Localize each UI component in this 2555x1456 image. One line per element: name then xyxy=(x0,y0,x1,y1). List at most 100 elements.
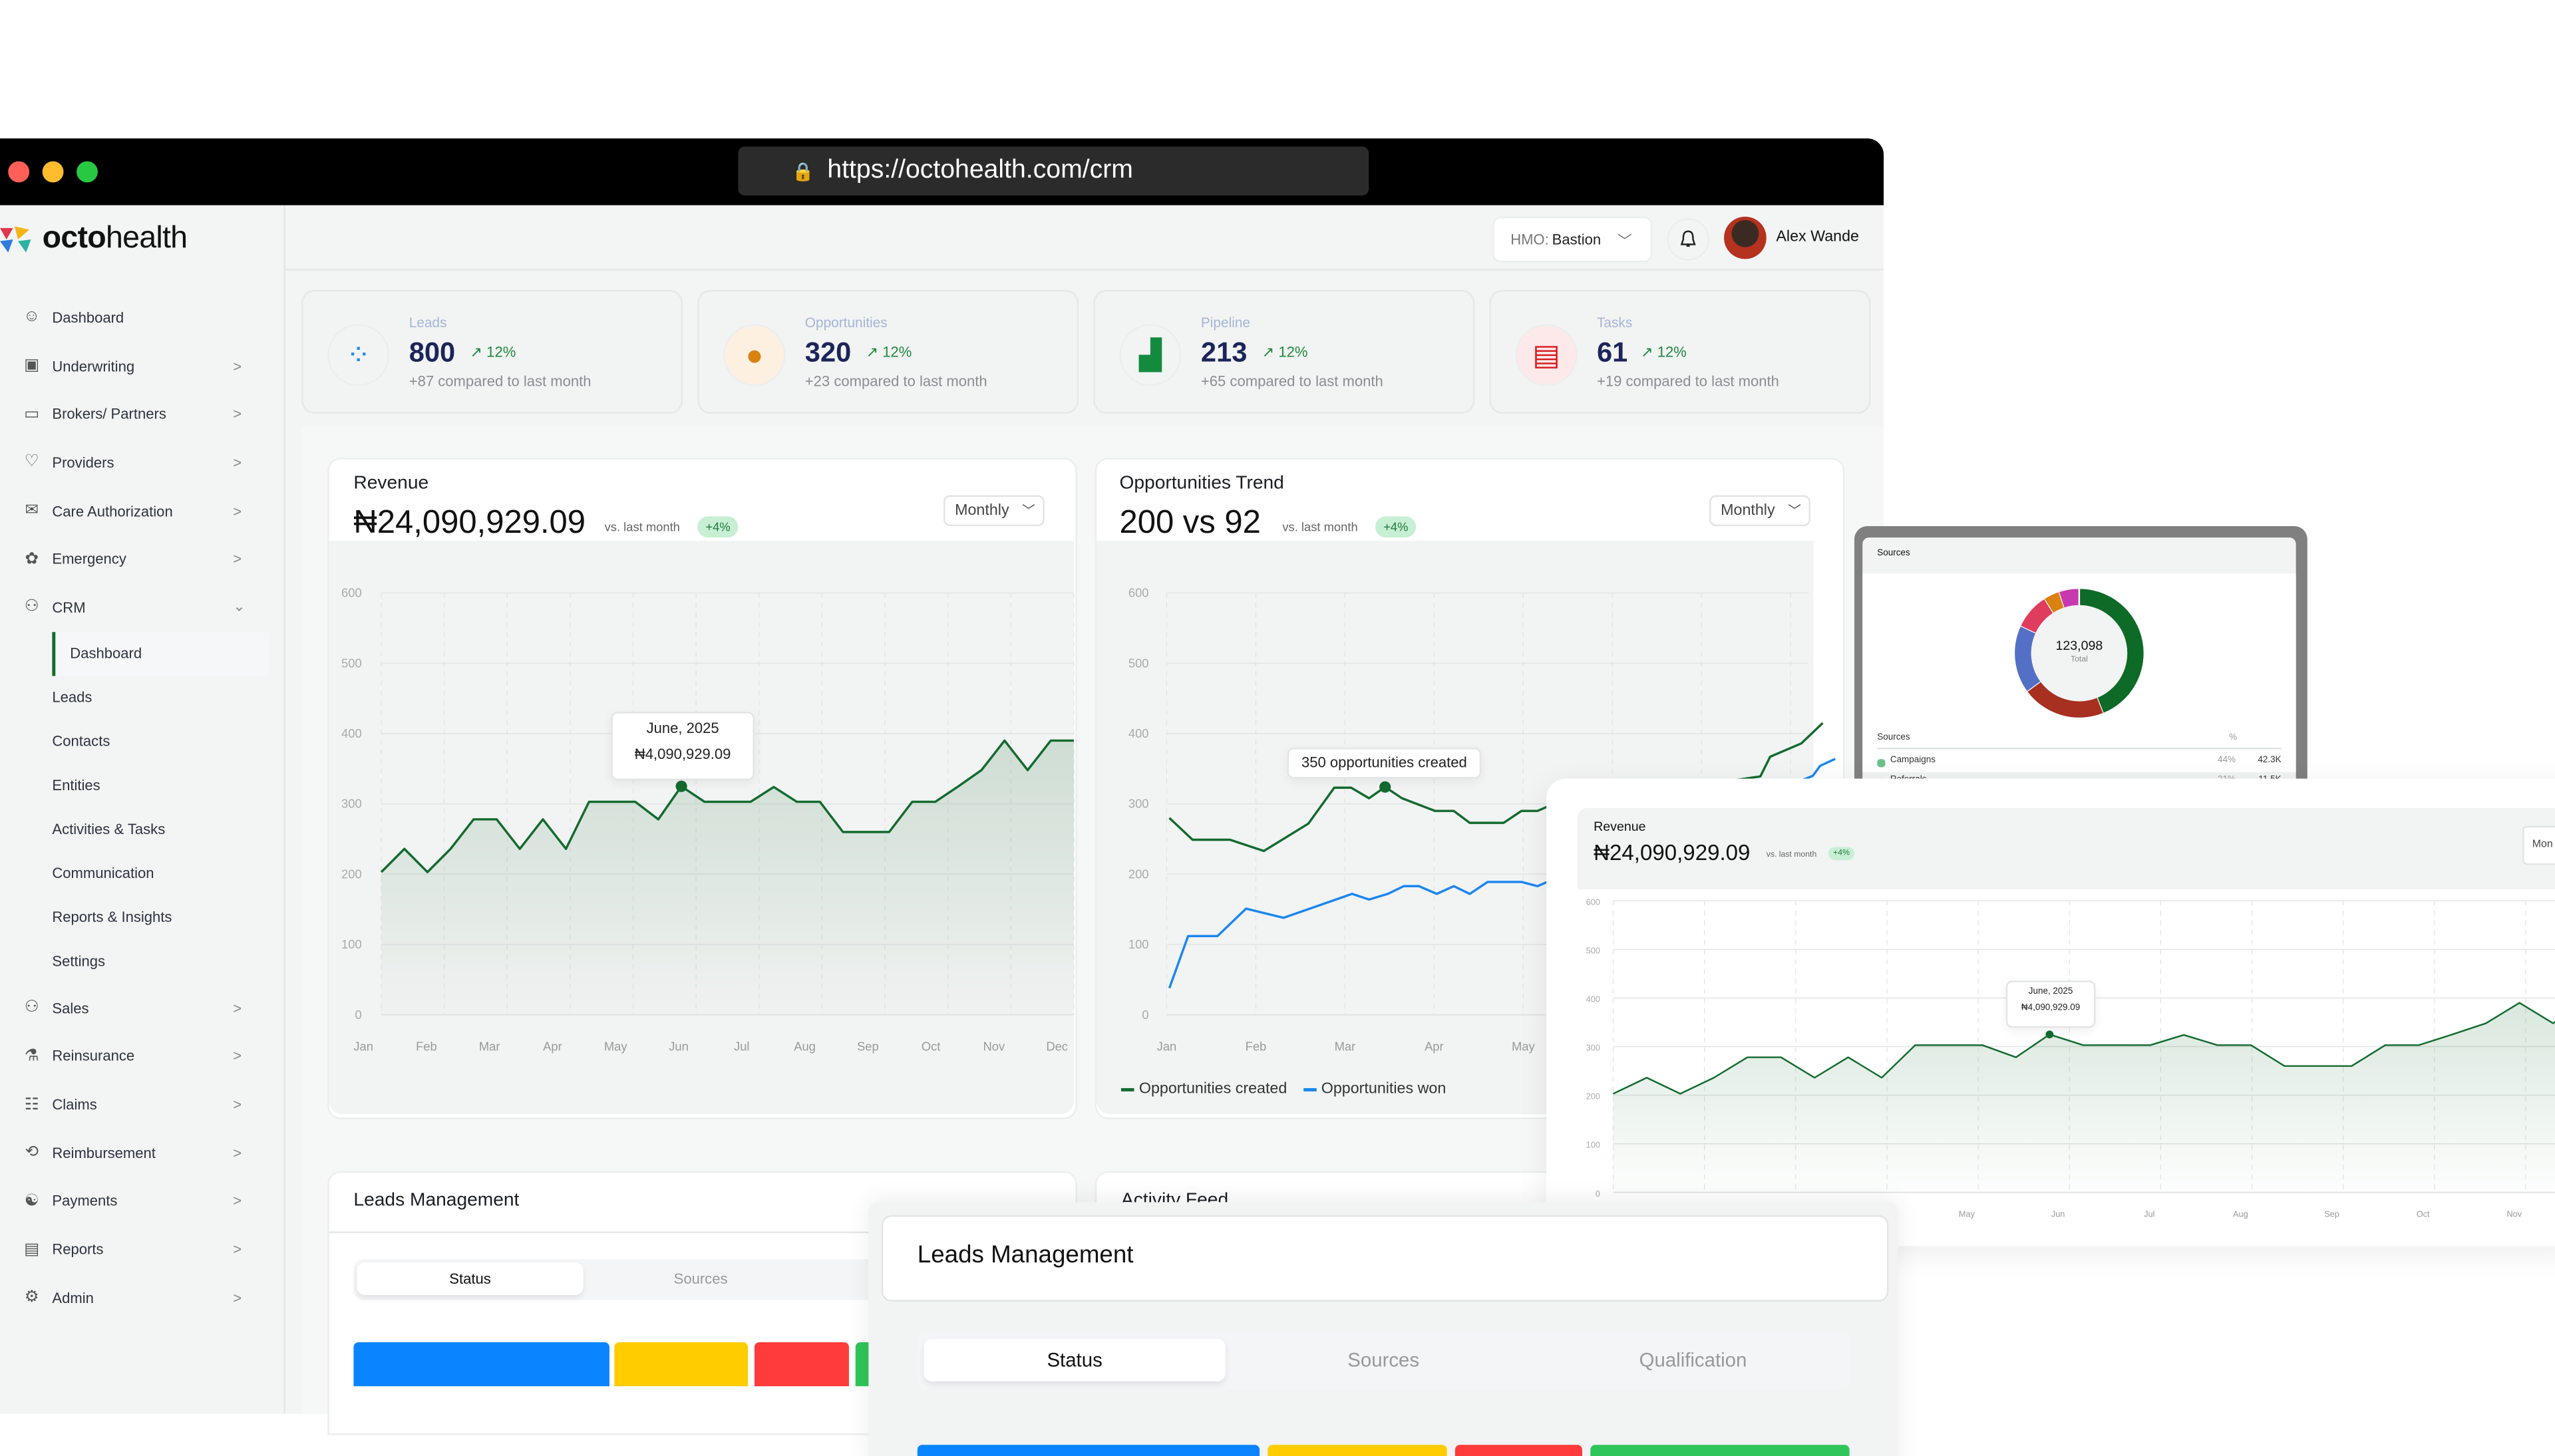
crm-subitem-activities-tasks[interactable]: Activities & Tasks xyxy=(0,807,283,851)
stat-label: Opportunities xyxy=(804,314,888,331)
trend-up-icon: ↗ xyxy=(1641,343,1653,361)
donut-hole xyxy=(2031,605,2128,702)
tab-sources[interactable]: Sources xyxy=(1347,1348,1420,1372)
crm-subitem-entities[interactable]: Entities xyxy=(0,764,283,807)
brand-logo[interactable]: octohealth xyxy=(43,221,188,257)
tab-status[interactable]: Status xyxy=(357,1262,584,1295)
legend-swatch-won xyxy=(1303,1087,1317,1091)
divider xyxy=(1877,748,2282,750)
sidebar-item-emergency[interactable]: ✿ Emergency > xyxy=(0,535,283,583)
revenue-value: ₦24,090,929.09 xyxy=(353,505,586,541)
tab-sources[interactable]: Sources xyxy=(673,1270,728,1287)
crm-subitem-communication[interactable]: Communication xyxy=(0,851,283,895)
revenue-period-dropdown[interactable]: Monthly ﹀ xyxy=(943,495,1045,527)
status-bar-segment[interactable] xyxy=(917,1445,1260,1456)
sidebar-item-crm[interactable]: ⚇ CRM ⌄ xyxy=(0,583,283,632)
minimize-window-button[interactable] xyxy=(42,161,64,183)
sidebar-item-label: Reports xyxy=(52,1241,104,1258)
status-bar-segment[interactable] xyxy=(754,1342,849,1387)
crm-subitem-dashboard[interactable]: Dashboard xyxy=(52,631,269,676)
source-pct: 44% xyxy=(2218,756,2236,766)
sources-total-value: 123,098 xyxy=(2055,639,2103,654)
sidebar-item-care-authorization[interactable]: ✉ Care Authorization > xyxy=(0,487,283,535)
stat-trend: ↗ 12% xyxy=(470,344,516,362)
tab-status[interactable]: Status xyxy=(924,1339,1226,1382)
status-bar-segment[interactable] xyxy=(1268,1445,1447,1456)
chevron-down-icon: ﹀ xyxy=(1022,503,1035,518)
payments-icon: ☯ xyxy=(24,1192,39,1211)
sidebar-item-payments[interactable]: ☯ Payments > xyxy=(0,1177,283,1226)
donut-slice-referrals xyxy=(2027,681,2103,718)
revenue-preview-tooltip-date: June, 2025 xyxy=(2028,987,2073,997)
sidebar-item-reinsurance[interactable]: ⚗ Reinsurance > xyxy=(0,1032,283,1080)
hmo-selector[interactable]: HMO: Bastion ﹀ xyxy=(1492,216,1653,263)
crm-subitem-leads[interactable]: Leads xyxy=(0,676,283,720)
sales-icon: ⚇ xyxy=(24,998,39,1017)
sidebar-item-label: Brokers/ Partners xyxy=(52,406,166,422)
status-bar-segment[interactable] xyxy=(614,1342,749,1387)
opportunities-vs-label: vs. last month xyxy=(1282,519,1358,535)
sidebar-item-label: Admin xyxy=(52,1290,94,1306)
sidebar-item-label: Reimbursement xyxy=(52,1144,156,1161)
revenue-preview-title: Revenue xyxy=(1594,819,1646,834)
sidebar-item-dashboard[interactable]: ☺ Dashboard xyxy=(0,293,283,342)
sidebar-item-reports[interactable]: ▤ Reports > xyxy=(0,1225,283,1274)
user-name[interactable]: Alex Wande xyxy=(1776,227,1860,246)
sidebar-item-admin[interactable]: ⚙ Admin > xyxy=(0,1274,283,1322)
user-avatar[interactable] xyxy=(1724,216,1767,259)
close-window-button[interactable] xyxy=(8,161,30,183)
stat-comparison: +87 compared to last month xyxy=(409,372,592,390)
sidebar-item-brokers-partners[interactable]: ▭ Brokers/ Partners > xyxy=(0,390,283,438)
sidebar-item-underwriting[interactable]: ▣ Underwriting > xyxy=(0,342,283,390)
leads-preview-header xyxy=(881,1215,1889,1302)
source-swatch xyxy=(1877,759,1886,768)
stat-trend: ↗ 12% xyxy=(1262,344,1308,362)
header-divider xyxy=(285,269,1884,271)
crm-subitem-settings[interactable]: Settings xyxy=(0,940,283,984)
sidebar-item-claims[interactable]: ☷ Claims > xyxy=(0,1080,283,1129)
chevron-icon: > xyxy=(233,1290,242,1306)
stat-trend: ↗ 12% xyxy=(866,344,912,362)
stat-value: 320 xyxy=(804,337,852,368)
hmo-prefix: HMO: xyxy=(1510,231,1549,248)
sources-title: Sources xyxy=(1877,549,1910,559)
chevron-icon: > xyxy=(233,1096,242,1113)
providers-icon: ♡ xyxy=(24,453,39,472)
sidebar-item-providers[interactable]: ♡ Providers > xyxy=(0,438,283,487)
crm-subitem-contacts[interactable]: Contacts xyxy=(0,720,283,764)
leads-preview-tabs: Status Sources Qualification xyxy=(917,1332,1852,1389)
notification-bell-button[interactable] xyxy=(1667,218,1710,261)
sidebar-item-label: Providers xyxy=(52,454,114,471)
stat-trend-value: 12% xyxy=(1657,343,1687,361)
address-bar[interactable]: 🔒 https://octohealth.com/crm xyxy=(738,146,1369,196)
revenue-tooltip: June, 2025 ₦4,090,929.09 xyxy=(611,712,755,781)
status-bar-segment[interactable] xyxy=(353,1342,609,1387)
sidebar-item-label: Sales xyxy=(52,999,89,1016)
sidebar-item-reimbursement[interactable]: ⟲ Reimbursement > xyxy=(0,1129,283,1177)
maximize-window-button[interactable] xyxy=(77,161,98,183)
chevron-down-icon: ﹀ xyxy=(1617,231,1632,249)
sidebar-item-sales[interactable]: ⚇ Sales > xyxy=(0,984,283,1032)
leads-management-title: Leads Management xyxy=(353,1191,520,1211)
stat-card-tasks[interactable]: ▤ Tasks 61 ↗ 12% +19 compared to last mo… xyxy=(1489,289,1871,414)
sidebar-item-label: CRM xyxy=(52,599,86,616)
chevron-icon: > xyxy=(233,1241,242,1258)
opportunities-title: Opportunities Trend xyxy=(1119,474,1284,494)
status-bar-segment[interactable] xyxy=(1590,1445,1850,1456)
opportunities-period-dropdown[interactable]: Monthly ﹀ xyxy=(1709,495,1810,527)
stat-card-pipeline[interactable]: ▟ Pipeline 213 ↗ 12% +65 compared to las… xyxy=(1093,289,1475,414)
brand-logo-light: health xyxy=(105,221,188,256)
care-authorization-icon: ✉ xyxy=(25,502,39,520)
tab-qualification[interactable]: Qualification xyxy=(1639,1348,1747,1372)
sidebar-subitem-label: Reports & Insights xyxy=(52,909,172,926)
crm-subitem-reports-insights[interactable]: Reports & Insights xyxy=(0,895,283,939)
stat-card-opportunities[interactable]: ● Opportunities 320 ↗ 12% +23 compared t… xyxy=(697,289,1079,414)
source-value: 42.3K xyxy=(2258,756,2282,766)
status-bar-segment[interactable] xyxy=(1454,1445,1582,1456)
sidebar xyxy=(0,205,285,1414)
donut-slice-websites xyxy=(2015,625,2041,691)
revenue-preview-period-dropdown[interactable]: Mon xyxy=(2522,825,2555,865)
trend-up-icon: ↗ xyxy=(1262,343,1275,361)
stat-card-leads[interactable]: ⁘ Leads 800 ↗ 12% +87 compared to last m… xyxy=(301,289,683,414)
sidebar-subitem-label: Communication xyxy=(52,865,154,882)
